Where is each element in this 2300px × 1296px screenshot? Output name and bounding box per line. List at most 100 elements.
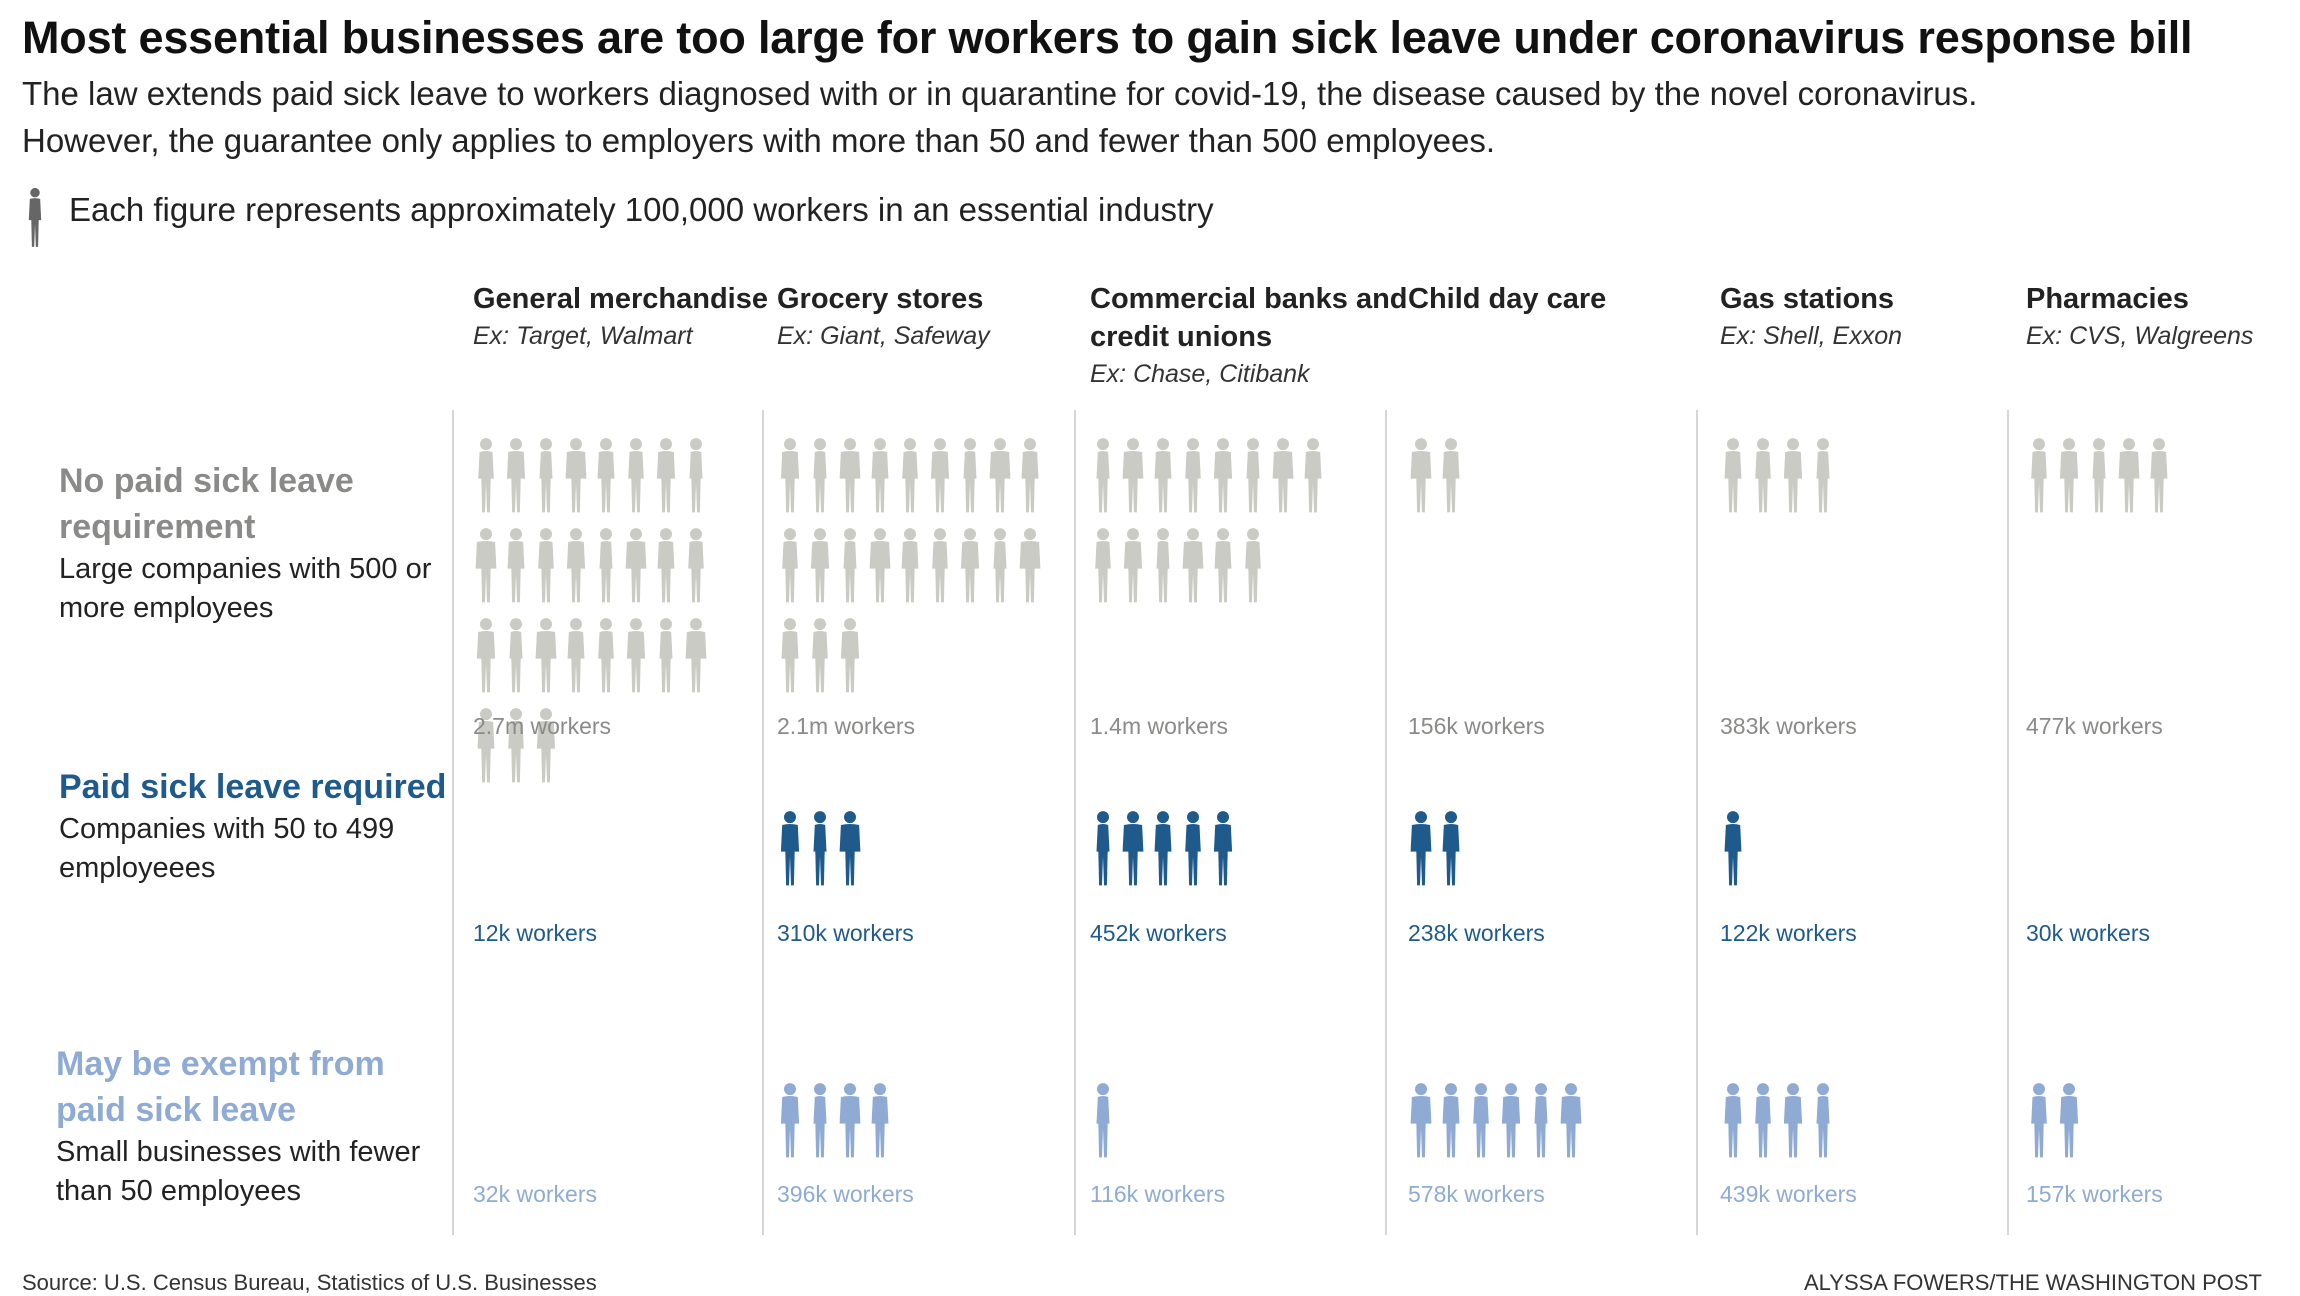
person-figure-icon <box>688 528 704 603</box>
figure-group <box>777 432 1043 700</box>
industry-name: Gas stations <box>1720 283 1895 315</box>
person-figure-icon <box>1755 438 1771 513</box>
figure-group <box>777 1077 1043 1165</box>
worker-count-label: 30k workers <box>2026 920 2150 946</box>
person-figure-icon <box>1724 811 1742 886</box>
worker-count-label: 156k workers <box>1408 713 1545 739</box>
person-figure-icon <box>1156 528 1170 603</box>
row-description: Small businesses with fewer than 50 empl… <box>56 1136 421 1207</box>
person-figure-icon <box>567 618 585 693</box>
person-figure-icon <box>626 618 646 693</box>
person-figure-icon <box>843 528 857 603</box>
person-figure-icon <box>963 438 977 513</box>
figure-group <box>2026 1077 2262 1165</box>
person-figure-icon <box>509 618 523 693</box>
person-figure-icon <box>1095 528 1111 603</box>
person-figure-icon <box>2031 1083 2047 1158</box>
person-figure-icon <box>656 438 676 513</box>
person-figure-icon <box>2059 1083 2079 1158</box>
person-figure-icon <box>780 438 800 513</box>
figure-group <box>1720 432 1956 520</box>
worker-count-label: 477k workers <box>2026 713 2163 739</box>
industry-example: Ex: Chase, Citibank <box>1090 360 1310 388</box>
column-divider <box>762 410 764 1235</box>
subtitle-line-2: However, the guarantee only applies to e… <box>22 122 1496 159</box>
worker-count-label: 157k workers <box>2026 1181 2163 1207</box>
industry-name: Child day care <box>1408 283 1607 315</box>
column-divider <box>1074 410 1076 1235</box>
row-description: Companies with 50 to 499 employeees <box>59 813 395 884</box>
person-figure-icon <box>1021 438 1039 513</box>
worker-count-label: 238k workers <box>1408 920 1545 946</box>
industry-header: Pharmacies Ex: CVS, Walgreens <box>2026 280 2300 354</box>
worker-count-label: 578k workers <box>1408 1181 1545 1207</box>
industry-header: Grocery stores Ex: Giant, Safeway <box>777 280 1077 354</box>
person-figure-icon <box>1185 438 1201 513</box>
person-figure-icon <box>625 528 647 603</box>
person-figure-icon <box>1501 1083 1521 1158</box>
industry-example: Ex: Giant, Safeway <box>777 322 990 350</box>
person-figure-icon <box>813 438 827 513</box>
worker-count-label: 452k workers <box>1090 920 1227 946</box>
column-divider <box>2007 410 2009 1235</box>
person-figure-icon <box>993 528 1007 603</box>
worker-count-label: 310k workers <box>777 920 914 946</box>
person-figure-icon <box>1724 1083 1742 1158</box>
person-figure-icon <box>1724 438 1742 513</box>
figure-group <box>1090 1077 1326 1165</box>
person-figure-icon <box>780 1083 800 1158</box>
industry-example: Ex: Shell, Exxon <box>1720 322 1903 350</box>
person-figure-icon <box>932 528 948 603</box>
person-figure-icon <box>507 528 525 603</box>
person-figure-icon <box>1096 1083 1110 1158</box>
chart-title: Most essential businesses are too large … <box>22 12 2193 63</box>
person-figure-icon <box>1304 438 1322 513</box>
industry-example: Ex: CVS, Walgreens <box>2026 322 2254 350</box>
person-figure-icon <box>2059 438 2079 513</box>
row-title: No paid sick leave requirement <box>59 462 354 546</box>
person-figure-icon <box>1816 1083 1830 1158</box>
worker-count-label: 439k workers <box>1720 1181 1857 1207</box>
person-figure-icon <box>1246 438 1260 513</box>
industry-name: Grocery stores <box>777 283 984 315</box>
person-figure-icon <box>2118 438 2140 513</box>
person-figure-icon <box>1755 1083 1771 1158</box>
person-figure-icon <box>2031 438 2047 513</box>
worker-count-label: 396k workers <box>777 1181 914 1207</box>
figure-group <box>2026 432 2262 520</box>
person-figure-icon <box>871 438 889 513</box>
person-figure-icon <box>565 438 587 513</box>
person-figure-icon <box>599 528 613 603</box>
person-figure-icon <box>1182 528 1204 603</box>
person-figure-icon <box>1213 438 1233 513</box>
person-figure-icon <box>659 618 673 693</box>
person-figure-icon <box>839 1083 861 1158</box>
worker-count-label: 32k workers <box>473 1181 597 1207</box>
credit-note: ALYSSA FOWERS/THE WASHINGTON POST <box>1804 1270 2262 1295</box>
industry-header: General merchandise Ex: Target, Walmart <box>473 280 773 354</box>
person-figure-icon <box>1560 1083 1582 1158</box>
person-figure-icon <box>1122 811 1144 886</box>
person-figure-icon <box>1442 438 1460 513</box>
person-figure-icon <box>1154 438 1172 513</box>
person-figure-icon <box>839 438 861 513</box>
person-figure-icon <box>628 438 644 513</box>
industry-header: Child day care <box>1408 280 1708 318</box>
person-figure-icon <box>475 528 497 603</box>
person-figure-icon <box>566 528 586 603</box>
industry-header: Commercial banks and credit unions Ex: Ch… <box>1090 280 1410 392</box>
person-figure-icon <box>1096 438 1110 513</box>
person-figure-icon <box>1534 1083 1548 1158</box>
person-figure-icon <box>1122 438 1144 513</box>
worker-count-label: 2.7m workers <box>473 713 612 739</box>
person-figure-icon <box>1473 1083 1489 1158</box>
person-figure-icon <box>1783 438 1803 513</box>
figure-group <box>1408 1077 1644 1165</box>
person-figure-icon <box>1019 528 1041 603</box>
person-figure-icon <box>1816 438 1830 513</box>
person-figure-icon <box>871 1083 889 1158</box>
person-figure-icon <box>1442 1083 1460 1158</box>
person-figure-icon <box>28 187 42 247</box>
person-figure-icon <box>810 528 830 603</box>
column-divider <box>1385 410 1387 1235</box>
